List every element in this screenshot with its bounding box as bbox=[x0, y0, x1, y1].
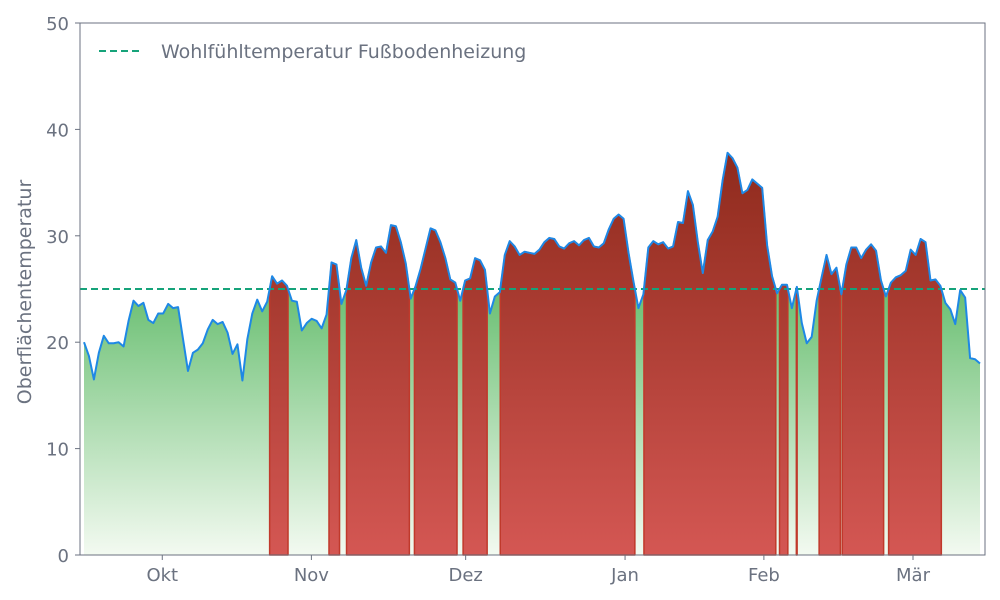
above-threshold-band-5 bbox=[499, 213, 636, 556]
y-tick-label-10: 10 bbox=[46, 440, 69, 461]
plot-frame bbox=[79, 22, 986, 556]
above-threshold-band-11 bbox=[887, 238, 943, 556]
y-tick-label-50: 50 bbox=[46, 14, 69, 35]
above-threshold-band-10 bbox=[841, 243, 885, 556]
legend-threshold-label: Wohlfühltemperatur Fußbodenheizung bbox=[161, 41, 526, 63]
above-threshold-band-4 bbox=[462, 257, 488, 556]
above-threshold-band-9 bbox=[818, 254, 842, 556]
above-threshold-band-0 bbox=[268, 275, 289, 556]
x-tick-label-4: Feb bbox=[748, 565, 780, 586]
above-threshold-band-1 bbox=[328, 261, 341, 556]
x-tick-label-2: Dez bbox=[448, 565, 482, 586]
y-tick-label-40: 40 bbox=[46, 120, 69, 141]
above-threshold-band-6 bbox=[643, 152, 777, 556]
above-threshold-band-7 bbox=[778, 283, 789, 556]
x-tick-label-5: Mär bbox=[896, 565, 931, 586]
legend: Wohlfühltemperatur Fußbodenheizung bbox=[99, 41, 526, 63]
temperature-line bbox=[83, 151, 981, 382]
above-threshold-band-2 bbox=[345, 224, 411, 556]
y-axis-label: Oberflächentemperatur bbox=[14, 180, 36, 405]
x-tick-label-3: Jan bbox=[610, 565, 639, 586]
x-tick-label-1: Nov bbox=[294, 565, 329, 586]
y-tick-label-20: 20 bbox=[46, 333, 69, 354]
above-threshold-band-8 bbox=[795, 286, 798, 556]
x-tick-label-0: Okt bbox=[146, 565, 178, 586]
y-tick-label-30: 30 bbox=[46, 227, 69, 248]
y-tick-label-0: 0 bbox=[58, 546, 69, 567]
